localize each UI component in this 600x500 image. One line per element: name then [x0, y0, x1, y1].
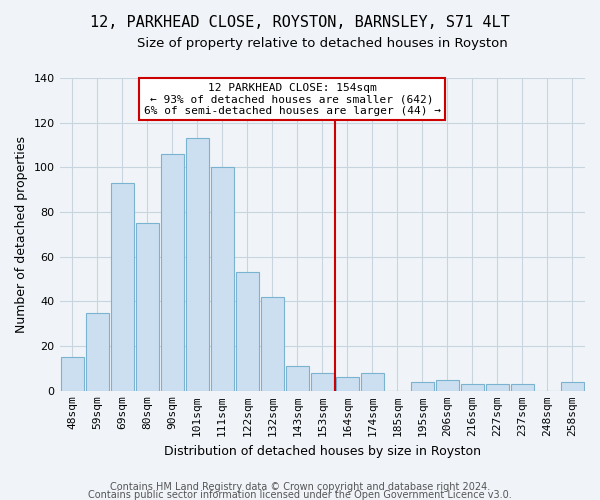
Bar — [336, 378, 359, 391]
Text: 12, PARKHEAD CLOSE, ROYSTON, BARNSLEY, S71 4LT: 12, PARKHEAD CLOSE, ROYSTON, BARNSLEY, S… — [90, 15, 510, 30]
Bar — [61, 358, 83, 391]
Bar — [511, 384, 534, 391]
X-axis label: Distribution of detached houses by size in Royston: Distribution of detached houses by size … — [164, 444, 481, 458]
Text: Contains HM Land Registry data © Crown copyright and database right 2024.: Contains HM Land Registry data © Crown c… — [110, 482, 490, 492]
Bar — [486, 384, 509, 391]
Text: Contains public sector information licensed under the Open Government Licence v3: Contains public sector information licen… — [88, 490, 512, 500]
Bar — [561, 382, 584, 391]
Bar — [136, 224, 158, 391]
Bar — [185, 138, 209, 391]
Bar — [236, 272, 259, 391]
Title: Size of property relative to detached houses in Royston: Size of property relative to detached ho… — [137, 38, 508, 51]
Bar — [461, 384, 484, 391]
Bar — [110, 183, 134, 391]
Y-axis label: Number of detached properties: Number of detached properties — [15, 136, 28, 333]
Bar — [286, 366, 309, 391]
Bar — [361, 373, 384, 391]
Bar — [311, 373, 334, 391]
Bar — [86, 312, 109, 391]
Bar — [411, 382, 434, 391]
Bar — [436, 380, 459, 391]
Text: 12 PARKHEAD CLOSE: 154sqm
← 93% of detached houses are smaller (642)
6% of semi-: 12 PARKHEAD CLOSE: 154sqm ← 93% of detac… — [144, 82, 441, 116]
Bar — [261, 297, 284, 391]
Bar — [211, 168, 233, 391]
Bar — [161, 154, 184, 391]
